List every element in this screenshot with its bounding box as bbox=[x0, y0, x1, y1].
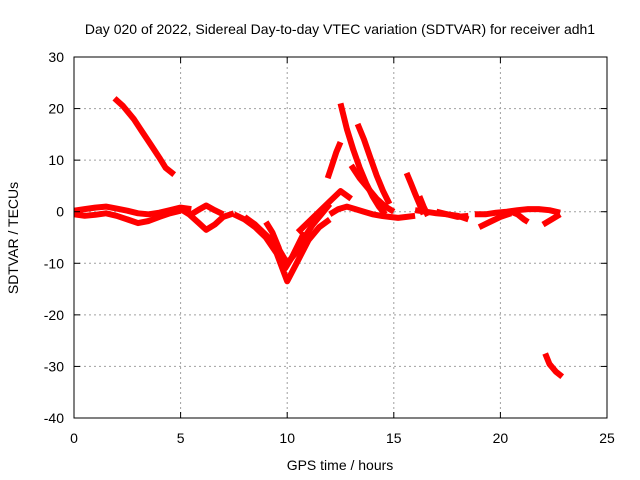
series-arc-19 bbox=[474, 206, 561, 218]
y-tick-label: -20 bbox=[44, 307, 64, 323]
y-axis-label: SDTVAR / TECUs bbox=[5, 182, 21, 294]
series-arc-20 bbox=[477, 210, 513, 230]
series-arc-1 bbox=[73, 203, 192, 218]
series-arc-4 bbox=[179, 206, 235, 233]
y-tick-label: 30 bbox=[48, 49, 64, 65]
series-arc-5 bbox=[189, 202, 225, 218]
series-arc-9 bbox=[295, 188, 353, 235]
tick-layer: 0 5 10 15 20 25 -40 -30 -20 -10 0 10 20 30 bbox=[44, 49, 615, 446]
series-arc-11 bbox=[324, 140, 344, 180]
series-arc-14 bbox=[348, 163, 396, 215]
series-arc-13 bbox=[354, 122, 393, 206]
data-layer bbox=[73, 96, 565, 380]
series-arc-8 bbox=[263, 220, 307, 272]
y-tick-label: 20 bbox=[48, 101, 64, 117]
y-tick-label: -40 bbox=[44, 410, 64, 426]
series-arc-12 bbox=[337, 102, 388, 217]
series-arc-10 bbox=[328, 203, 416, 221]
y-tick-label: 0 bbox=[56, 204, 64, 220]
chart-title: Day 020 of 2022, Sidereal Day-to-day VTE… bbox=[85, 21, 595, 37]
y-tick-label: -30 bbox=[44, 358, 64, 374]
series-arc-22 bbox=[541, 211, 562, 228]
x-tick-label: 25 bbox=[599, 430, 615, 446]
series-arc-2 bbox=[73, 207, 182, 227]
x-tick-label: 10 bbox=[279, 430, 295, 446]
x-tick-label: 15 bbox=[386, 430, 402, 446]
y-tick-label: 10 bbox=[48, 152, 64, 168]
y-tick-label: -10 bbox=[44, 255, 64, 271]
series-arc-21 bbox=[509, 208, 530, 225]
plot-frame bbox=[73, 56, 608, 419]
x-tick-label: 0 bbox=[70, 430, 78, 446]
x-tick-label: 20 bbox=[493, 430, 509, 446]
series-arc-18 bbox=[435, 208, 469, 220]
series-arc-3 bbox=[112, 96, 177, 177]
series-arc-23 bbox=[542, 352, 565, 380]
x-tick-label: 5 bbox=[177, 430, 185, 446]
x-axis-label: GPS time / hours bbox=[287, 457, 394, 473]
